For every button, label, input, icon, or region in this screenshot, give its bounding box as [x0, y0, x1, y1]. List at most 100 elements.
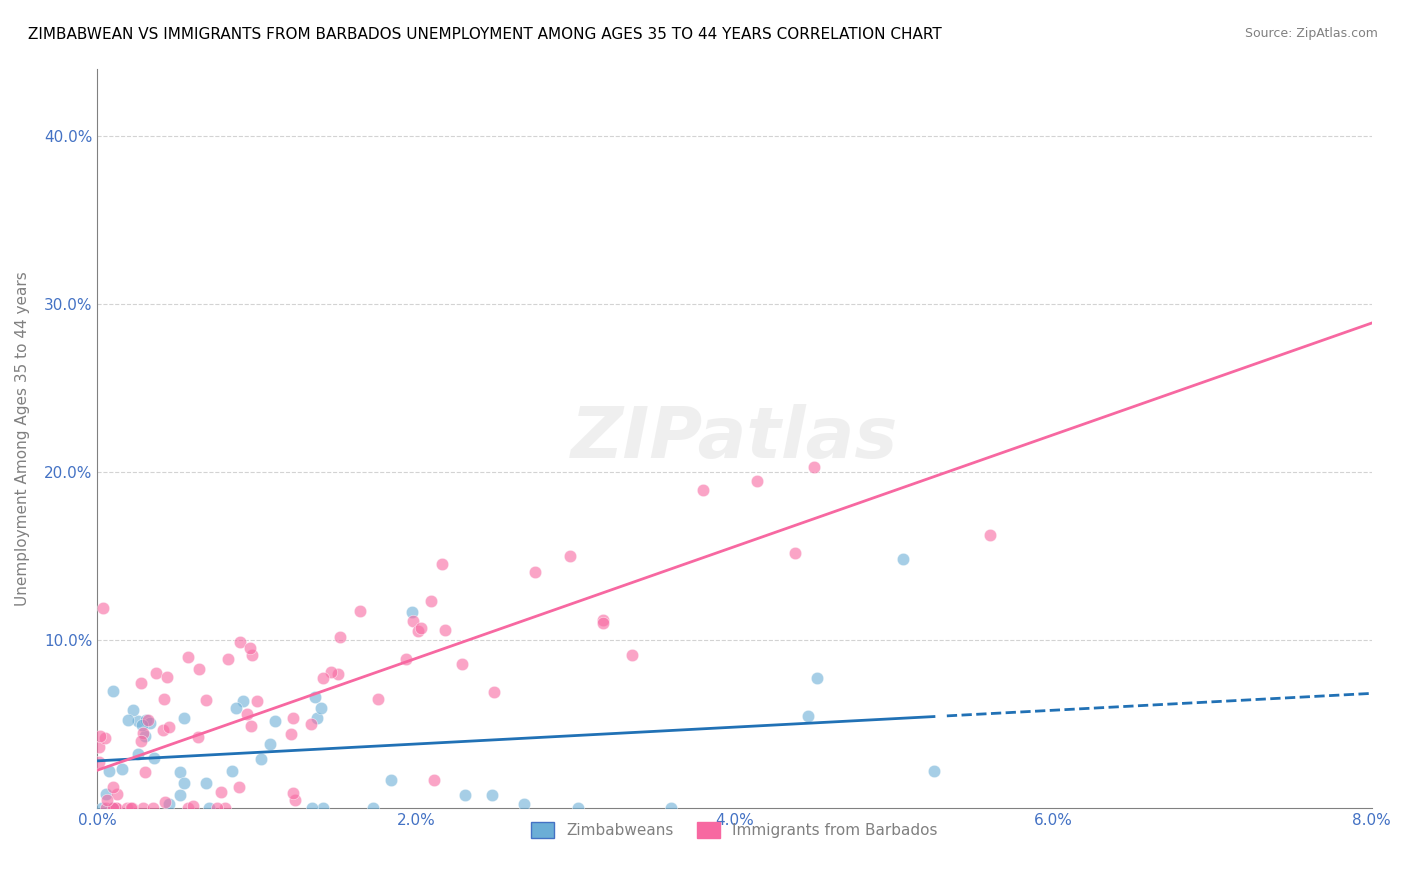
Text: ZIPatlas: ZIPatlas	[571, 404, 898, 473]
Point	[228, 634, 250, 648]
Point	[103, 684, 125, 698]
Point	[96, 793, 118, 807]
Point	[96, 801, 118, 815]
Point	[157, 797, 180, 811]
Point	[217, 652, 239, 666]
Point	[406, 624, 429, 638]
Point	[304, 690, 326, 704]
Point	[420, 593, 443, 607]
Point	[284, 793, 307, 807]
Point	[177, 649, 200, 664]
Point	[228, 780, 250, 794]
Point	[249, 751, 271, 765]
Point	[891, 551, 914, 566]
Point	[195, 776, 218, 790]
Point	[132, 726, 155, 740]
Point	[169, 765, 191, 780]
Point	[806, 671, 828, 685]
Point	[240, 648, 263, 663]
Point	[305, 711, 328, 725]
Point	[131, 718, 153, 732]
Point	[132, 801, 155, 815]
Point	[198, 801, 221, 815]
Point	[312, 671, 335, 685]
Point	[122, 703, 145, 717]
Point	[89, 729, 111, 743]
Point	[803, 460, 825, 475]
Point	[187, 730, 209, 744]
Point	[87, 755, 110, 769]
Point	[121, 801, 143, 815]
Point	[450, 657, 472, 671]
Point	[301, 801, 323, 815]
Point	[87, 740, 110, 755]
Text: ZIMBABWEAN VS IMMIGRANTS FROM BARBADOS UNEMPLOYMENT AMONG AGES 35 TO 44 YEARS CO: ZIMBABWEAN VS IMMIGRANTS FROM BARBADOS U…	[28, 27, 942, 42]
Point	[101, 801, 124, 815]
Point	[329, 630, 352, 644]
Point	[349, 604, 371, 618]
Point	[145, 665, 167, 680]
Point	[94, 787, 117, 801]
Point	[367, 692, 389, 706]
Point	[312, 801, 335, 815]
Point	[309, 700, 332, 714]
Point	[481, 788, 503, 802]
Point	[659, 801, 682, 815]
Point	[155, 670, 177, 684]
Point	[127, 747, 149, 762]
Point	[105, 787, 128, 801]
Point	[225, 701, 247, 715]
Point	[135, 713, 157, 727]
Point	[281, 711, 304, 725]
Point	[101, 780, 124, 794]
Point	[283, 786, 305, 800]
Point	[239, 719, 262, 733]
Point	[91, 801, 114, 815]
Point	[745, 474, 768, 488]
Point	[797, 709, 820, 723]
Point	[299, 717, 322, 731]
Point	[105, 801, 128, 815]
Point	[134, 729, 156, 743]
Point	[209, 785, 232, 799]
Point	[93, 601, 115, 615]
Point	[105, 801, 128, 815]
Point	[235, 707, 257, 722]
Point	[592, 616, 614, 631]
Point	[361, 801, 384, 815]
Point	[207, 801, 229, 815]
Point	[380, 773, 402, 788]
Point	[239, 640, 262, 655]
Point	[173, 711, 195, 725]
Point	[433, 623, 456, 637]
Point	[100, 801, 122, 815]
Point	[924, 764, 946, 779]
Point	[129, 734, 152, 748]
Point	[129, 675, 152, 690]
Legend: Zimbabweans, Immigrants from Barbados: Zimbabweans, Immigrants from Barbados	[526, 816, 943, 845]
Point	[97, 764, 120, 778]
Point	[134, 765, 156, 780]
Point	[117, 714, 139, 728]
Point	[246, 694, 269, 708]
Point	[153, 795, 176, 809]
Point	[232, 694, 254, 708]
Point	[621, 648, 644, 663]
Point	[402, 614, 425, 628]
Y-axis label: Unemployment Among Ages 35 to 44 years: Unemployment Among Ages 35 to 44 years	[15, 271, 30, 606]
Point	[401, 605, 423, 619]
Point	[127, 714, 149, 728]
Point	[430, 558, 453, 572]
Point	[423, 773, 446, 788]
Point	[280, 727, 302, 741]
Point	[142, 801, 165, 815]
Point	[157, 720, 180, 734]
Point	[394, 652, 416, 666]
Point	[138, 713, 160, 727]
Point	[567, 801, 589, 815]
Point	[214, 801, 236, 815]
Point	[326, 667, 349, 681]
Point	[454, 788, 477, 802]
Point	[139, 715, 162, 730]
Point	[183, 798, 205, 813]
